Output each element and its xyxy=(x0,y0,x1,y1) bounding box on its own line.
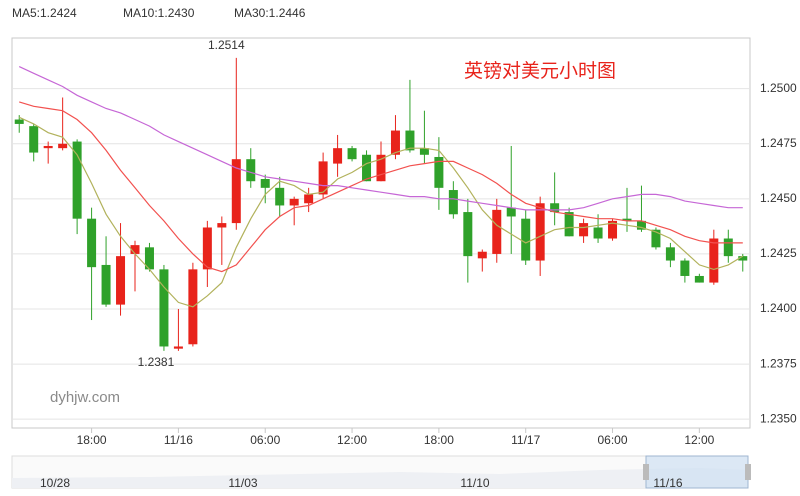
candle-body xyxy=(521,218,531,261)
x-tick-label: 06:00 xyxy=(598,433,628,447)
candle-body xyxy=(144,247,154,270)
x-tick-label: 11/16 xyxy=(164,433,193,447)
candle-body xyxy=(231,159,241,224)
watermark: dyhjw.com xyxy=(50,389,120,406)
candle-body xyxy=(434,156,444,188)
y-tick-label: 1.2400 xyxy=(760,301,797,315)
candle-body xyxy=(43,145,53,149)
candle-body xyxy=(608,220,618,239)
plot-area xyxy=(11,37,751,429)
candle-body xyxy=(87,218,97,268)
candle-body xyxy=(333,148,343,164)
candle-body xyxy=(492,209,502,254)
x-tick-label: 18:00 xyxy=(424,433,454,447)
navigator-selection[interactable] xyxy=(645,455,749,489)
candle-body xyxy=(477,251,487,259)
candle-body xyxy=(202,227,212,270)
navigator-handle[interactable] xyxy=(643,464,649,480)
candle-body xyxy=(579,223,589,237)
candle-body xyxy=(405,130,415,151)
candle-body xyxy=(651,229,661,248)
navigator-label: 11/16 xyxy=(653,476,682,490)
candle-body xyxy=(14,119,24,124)
candle-body xyxy=(347,148,357,160)
candle-body xyxy=(116,256,126,305)
x-tick-label: 12:00 xyxy=(337,433,367,447)
candle-body xyxy=(680,260,690,276)
navigator-area xyxy=(12,468,748,488)
y-tick-label: 1.2425 xyxy=(760,246,797,260)
candle-body xyxy=(694,275,704,283)
candle-body xyxy=(390,130,400,155)
candle-body xyxy=(318,161,328,195)
ma-line xyxy=(19,101,743,273)
navigator xyxy=(11,455,751,489)
x-tick-label: 06:00 xyxy=(250,433,280,447)
candle-body xyxy=(173,346,183,349)
candle-body xyxy=(376,154,386,182)
candle-body xyxy=(130,245,140,254)
candle-body xyxy=(419,148,429,155)
annotation: 1.2514 xyxy=(208,38,245,52)
candle-body xyxy=(362,154,372,182)
legend-entry: MA30:1.2446 xyxy=(234,6,306,20)
annotation: 1.2381 xyxy=(138,355,175,369)
candle-body xyxy=(636,220,646,230)
y-tick-label: 1.2500 xyxy=(760,81,797,95)
candle-body xyxy=(58,143,68,149)
candle-body xyxy=(723,238,733,257)
navigator-handle[interactable] xyxy=(745,464,751,480)
candle-body xyxy=(260,179,270,188)
candle-body xyxy=(304,194,314,204)
candle-body xyxy=(463,212,473,257)
candle-body xyxy=(665,247,675,261)
candle-body xyxy=(506,207,516,217)
candle-body xyxy=(550,203,560,213)
candle-body xyxy=(72,141,82,219)
candle-body xyxy=(289,198,299,206)
candle-body xyxy=(564,212,574,237)
y-tick-label: 1.2450 xyxy=(760,191,797,205)
y-tick-label: 1.2475 xyxy=(760,136,797,150)
candle-body xyxy=(709,238,719,283)
navigator-label: 11/10 xyxy=(460,476,489,490)
candle-body xyxy=(738,256,748,261)
ma-line xyxy=(18,116,744,308)
ma-line xyxy=(18,66,743,211)
x-tick-label: 18:00 xyxy=(77,433,107,447)
candle-body xyxy=(535,203,545,261)
candle-body xyxy=(246,159,256,182)
navigator-label: 11/03 xyxy=(228,476,257,490)
candle-body xyxy=(448,190,458,215)
y-tick-label: 1.2375 xyxy=(760,356,797,370)
candle-body xyxy=(593,227,603,239)
candle-body xyxy=(217,223,227,228)
candle-body xyxy=(275,187,285,206)
candle-body xyxy=(101,264,111,305)
chart-title: 英镑对美元小时图 xyxy=(464,60,616,82)
x-tick-label: 11/17 xyxy=(511,433,540,447)
x-tick-label: 12:00 xyxy=(684,433,714,447)
candle-body xyxy=(29,126,39,153)
navigator-label: 10/28 xyxy=(40,476,70,490)
y-tick-label: 1.2350 xyxy=(760,411,797,425)
candle-body xyxy=(159,269,169,347)
candle-body xyxy=(622,218,632,221)
legend-entry: MA5:1.2424 xyxy=(12,6,77,20)
legend-entry: MA10:1.2430 xyxy=(123,6,195,20)
